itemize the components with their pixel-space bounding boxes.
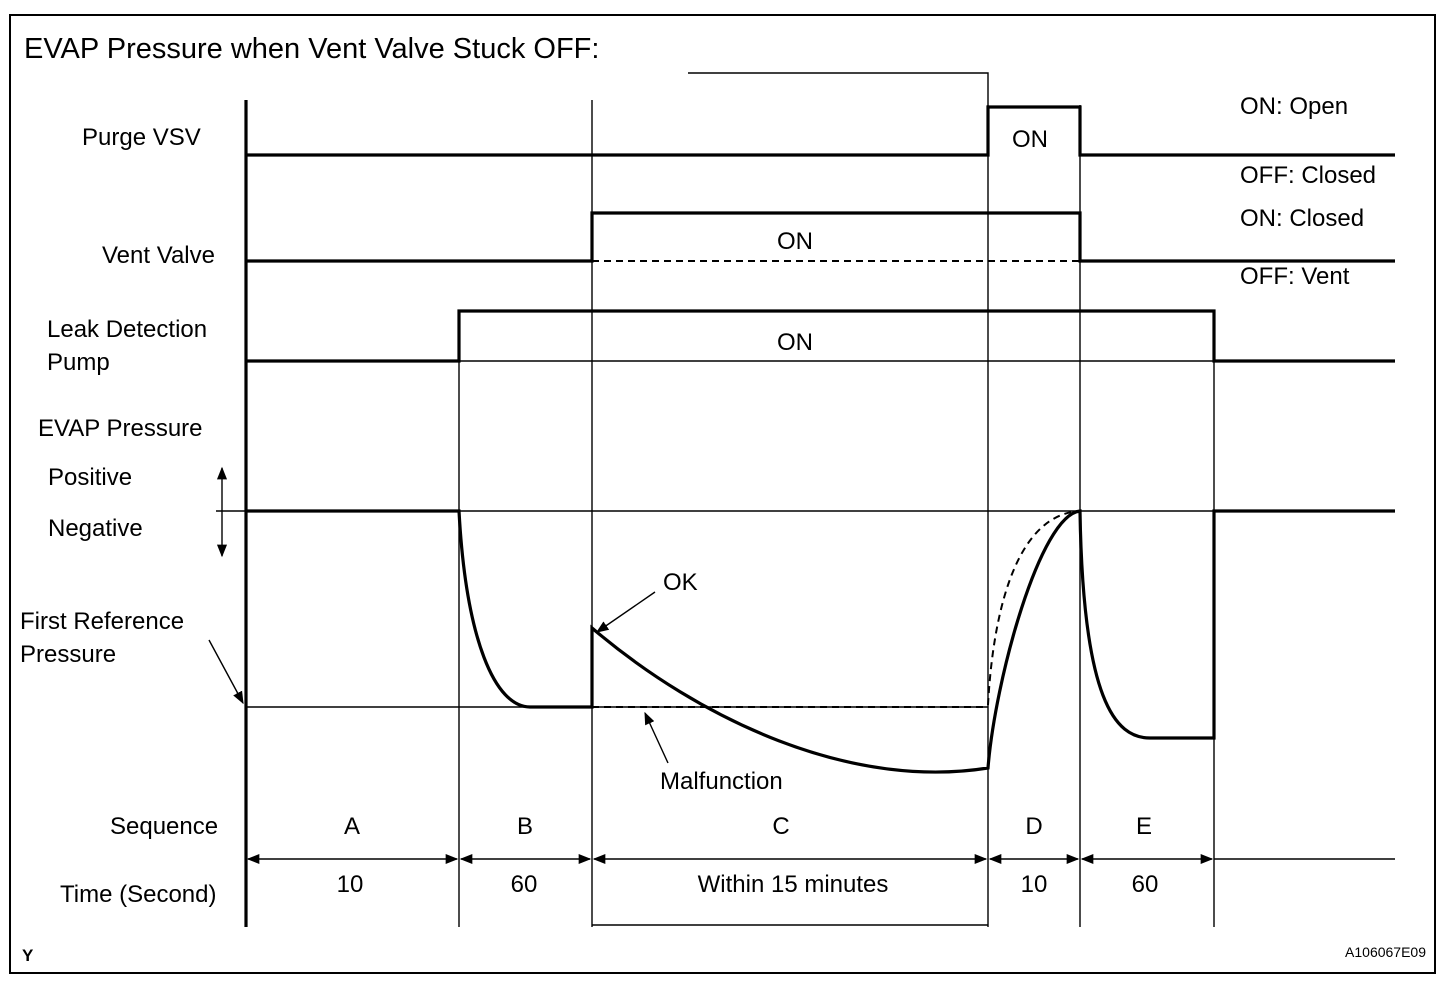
evap-pressure-trace: [246, 509, 1395, 774]
vent-on-closed-legend: ON: Closed: [1240, 205, 1364, 232]
time-label: Time (Second): [60, 881, 217, 908]
negative-label: Negative: [48, 515, 143, 542]
sequence-c-label: C: [772, 813, 789, 840]
vent-valve-waveform: [246, 211, 1395, 263]
sequence-a-label: A: [344, 813, 360, 840]
positive-label: Positive: [48, 464, 132, 491]
purge-on-text: ON: [1012, 126, 1048, 153]
malfunction-arrow: [644, 711, 669, 764]
time-a-value: 10: [337, 871, 364, 898]
time-b-value: 60: [511, 871, 538, 898]
purge-off-closed-legend: OFF: Closed: [1240, 162, 1376, 189]
first-reference-label-line2: Pressure: [20, 641, 116, 668]
leak-pump-label-line1: Leak Detection: [47, 316, 207, 343]
time-d-value: 10: [1021, 871, 1048, 898]
vent-valve-label: Vent Valve: [102, 242, 215, 269]
evap-ok-dashed-trace: [987, 510, 1081, 706]
purge-vsv-waveform: [246, 105, 1395, 157]
sequence-e-label: E: [1136, 813, 1152, 840]
sequence-b-label: B: [517, 813, 533, 840]
time-c-value: Within 15 minutes: [698, 871, 889, 898]
ok-label: OK: [663, 569, 698, 596]
leak-pump-label-line2: Pump: [47, 349, 110, 376]
time-e-value: 60: [1132, 871, 1159, 898]
diagram-title: EVAP Pressure when Vent Valve Stuck OFF:: [24, 33, 599, 65]
ok-arrow: [595, 591, 656, 633]
purge-on-open-legend: ON: Open: [1240, 93, 1348, 120]
sequence-label: Sequence: [110, 813, 218, 840]
sequence-d-label: D: [1025, 813, 1042, 840]
diagram-frame: [9, 14, 1436, 974]
first-reference-label-line1: First Reference: [20, 608, 184, 635]
vent-on-text: ON: [777, 228, 813, 255]
vent-off-vent-legend: OFF: Vent: [1240, 263, 1350, 290]
purge-vsv-label: Purge VSV: [82, 124, 201, 151]
malfunction-label: Malfunction: [660, 768, 783, 795]
evap-pressure-label: EVAP Pressure: [38, 415, 203, 442]
footer-y-mark: Y: [22, 946, 34, 965]
leak-pump-waveform: [246, 309, 1395, 363]
pump-on-text: ON: [777, 329, 813, 356]
figure-code: A106067E09: [1345, 944, 1426, 960]
first-reference-arrow: [208, 639, 244, 705]
title-leader-line: [688, 72, 989, 110]
